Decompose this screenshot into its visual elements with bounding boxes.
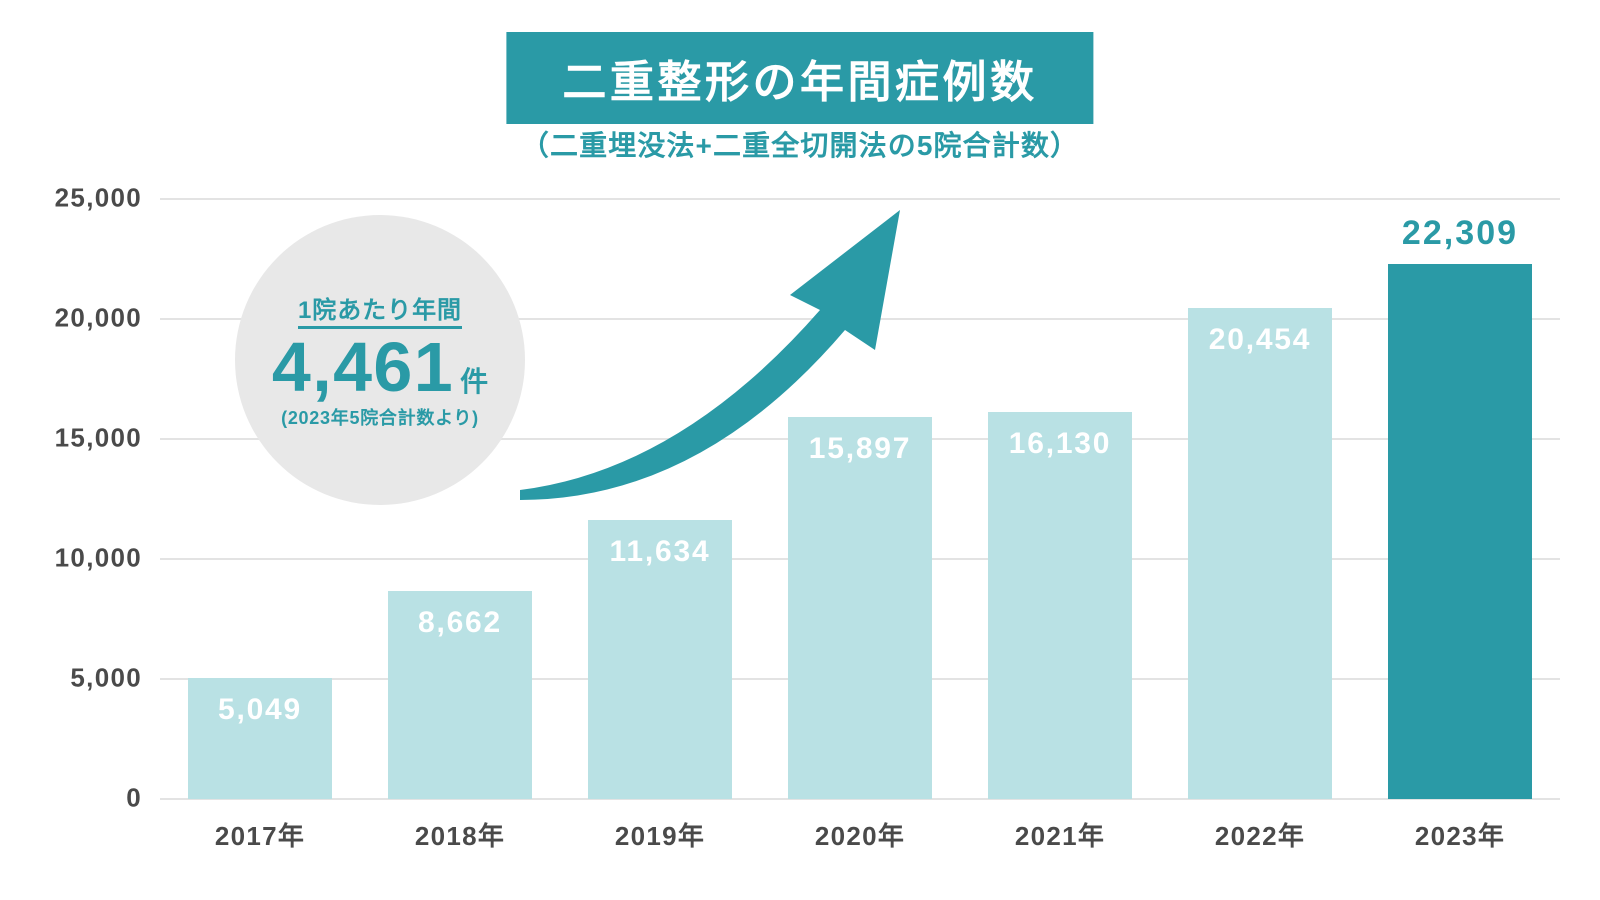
chart-bar	[1388, 264, 1532, 799]
y-axis-label: 5,000	[70, 663, 142, 694]
chart-title-text: 二重整形の年間症例数	[562, 58, 1037, 107]
bar-value-label: 20,454	[1188, 323, 1332, 357]
bar-value-label: 5,049	[188, 693, 332, 727]
x-axis-label: 2020年	[815, 816, 905, 853]
callout-big-row: 4,461 件	[272, 331, 488, 405]
y-axis-label: 10,000	[55, 543, 142, 574]
y-axis-label: 15,000	[55, 423, 142, 454]
bar-value-label: 22,309	[1388, 214, 1532, 253]
callout-circle: 1院あたり年間 4,461 件 (2023年5院合計数より)	[235, 215, 525, 505]
x-axis-label: 2018年	[415, 816, 505, 853]
x-axis-label: 2022年	[1215, 816, 1305, 853]
x-axis-label: 2021年	[1015, 816, 1105, 853]
callout-unit: 件	[460, 360, 488, 400]
bar-value-label: 8,662	[388, 606, 532, 640]
chart-subtitle: （二重埋没法+二重全切開法の5院合計数）	[521, 124, 1079, 164]
x-axis-label: 2017年	[215, 816, 305, 853]
y-axis-label: 20,000	[55, 303, 142, 334]
callout-line1: 1院あたり年間	[298, 290, 462, 325]
x-axis-label: 2019年	[615, 816, 705, 853]
callout-sub: (2023年5院合計数より)	[281, 404, 479, 430]
y-axis-label: 25,000	[55, 183, 142, 214]
bar-value-label: 16,130	[988, 427, 1132, 461]
chart-bar	[988, 412, 1132, 799]
bar-value-label: 11,634	[588, 535, 732, 569]
growth-arrow-icon	[500, 200, 930, 500]
y-axis-label: 0	[126, 783, 142, 814]
callout-big-number: 4,461	[272, 331, 454, 405]
chart-title-banner: 二重整形の年間症例数	[506, 32, 1093, 124]
x-axis-label: 2023年	[1415, 816, 1505, 853]
chart-bar	[1188, 308, 1332, 799]
